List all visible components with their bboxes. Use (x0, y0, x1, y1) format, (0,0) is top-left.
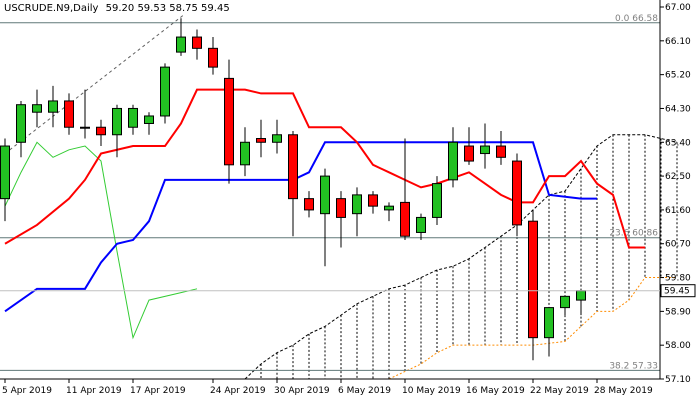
candle-body (416, 216, 426, 233)
candle-body (240, 141, 250, 166)
ohlc-header: 59.20 59.53 58.75 59.45 (106, 3, 230, 14)
candle-body (176, 36, 186, 53)
candle-body (352, 194, 362, 215)
tenkan-sen (4, 88, 645, 249)
y-tick-label: 66.10 (665, 37, 691, 47)
y-tick-label: 67.00 (665, 3, 691, 13)
candle-body (16, 104, 26, 143)
candle-body (48, 100, 58, 113)
x-tick-label: 17 Apr 2019 (130, 386, 186, 396)
x-tick-label: 30 Apr 2019 (274, 386, 330, 396)
candle-body (288, 134, 298, 200)
candle-body (400, 201, 410, 237)
candle-body (192, 36, 202, 49)
candle-body (576, 290, 586, 301)
x-tick-label: 5 Apr 2019 (2, 386, 52, 396)
senkou-span-a (244, 134, 678, 380)
y-tick-label: 62.50 (665, 172, 691, 182)
fibo-layer: 0.0 66.58 23.6 60.86 38.2 57.33 (0, 14, 660, 371)
candle-body (144, 115, 154, 124)
candle-body (128, 107, 138, 128)
candle-body (32, 104, 42, 113)
candle-body (0, 145, 10, 200)
candle-body (464, 145, 474, 162)
y-tick-label: 58.90 (665, 307, 691, 317)
fibo-level-label: 23.6 60.86 (609, 229, 658, 239)
current-price-box (660, 284, 696, 298)
chart-title: USCRUDE.N9,Daily 59.20 59.53 58.75 59.45 (4, 3, 230, 14)
y-tick-label: 60.70 (665, 240, 691, 250)
candle-body (384, 205, 394, 211)
x-tick-label: 24 Apr 2019 (210, 386, 266, 396)
candles-layer (0, 18, 586, 361)
candle-body (560, 295, 570, 309)
symbol-label: USCRUDE.N9,Daily (4, 3, 99, 14)
candle-body (208, 47, 218, 68)
x-tick-label: 6 May 2019 (338, 386, 391, 396)
indicator-lines (4, 88, 645, 340)
candle-body (224, 77, 234, 166)
trend-channel-line (4, 14, 185, 154)
x-tick-label: 11 Apr 2019 (66, 386, 122, 396)
candle-body (512, 160, 522, 226)
y-tick-label: 61.60 (665, 206, 691, 216)
x-tick-label: 22 May 2019 (530, 386, 589, 396)
y-tick-label: 63.40 (665, 138, 691, 148)
chikou-span (4, 141, 198, 340)
kijun-sen (4, 141, 597, 313)
candle-body (112, 107, 122, 136)
candle-body (448, 141, 458, 181)
candle-body (528, 220, 538, 339)
current-price-label: 59.45 (664, 287, 690, 297)
x-tick-label: 10 May 2019 (402, 386, 461, 396)
fibo-level-label: 38.2 57.33 (609, 361, 658, 371)
y-tick-label: 58.00 (665, 341, 691, 351)
candle-body (480, 145, 490, 155)
fibo-level-label: 0.0 66.58 (615, 14, 658, 24)
candle-body (304, 198, 314, 211)
candle-body (64, 100, 74, 128)
candle-body (496, 145, 506, 158)
y-tick-label: 65.20 (665, 71, 691, 81)
candle-body (432, 183, 442, 218)
y-tick-label: 57.10 (665, 375, 691, 385)
candle-body (80, 126, 90, 129)
y-tick-label: 64.30 (665, 104, 691, 114)
candle-body (272, 134, 282, 143)
candle-body (96, 126, 106, 136)
candle-body (336, 198, 346, 218)
candle-body (160, 66, 170, 117)
candle-body (368, 194, 378, 207)
x-tick-label: 28 May 2019 (594, 386, 653, 396)
candle-body (544, 307, 554, 339)
candle-body (320, 175, 330, 215)
candle-body (256, 138, 266, 143)
x-tick-label: 16 May 2019 (466, 386, 525, 396)
y-tick-label: 59.80 (665, 274, 691, 284)
